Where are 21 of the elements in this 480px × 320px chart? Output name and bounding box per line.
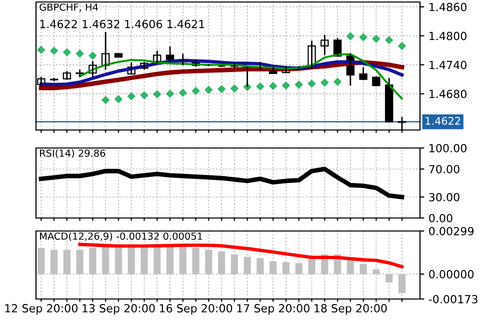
y-tick-label: 30.00 — [429, 192, 460, 202]
y-tick-label: 70.00 — [429, 164, 460, 174]
y-tick-label: 0.00 — [429, 214, 452, 222]
x-tick-label: 12 Sep 20:00 — [5, 304, 78, 315]
annotation: 1.4622 1.4632 1.4606 1.4621 — [40, 20, 204, 28]
x-tick-label: 18 Sep 20:00 — [314, 304, 387, 315]
y-tick-label: 1.4740 — [430, 60, 466, 70]
y-tick-label: 0.00299 — [429, 226, 474, 236]
y-tick-label: 100.00 — [430, 144, 466, 152]
y-tick-label: 1.4680 — [430, 90, 466, 98]
x-tick-label: 13 Sep 20:00 — [82, 304, 155, 315]
y-tick-label: 1.4860 — [430, 2, 466, 12]
ref-line-label: 1.4622 — [426, 116, 460, 125]
y-tick-label: 1.4800 — [430, 32, 466, 40]
chart-title: RSI(14) 29.86 — [40, 149, 106, 158]
y-tick-label: -0.00173 — [428, 294, 478, 304]
chart-title: GBPCHF, H4 — [40, 3, 98, 12]
y-tick-label: 0.00000 — [429, 270, 474, 278]
x-tick-label: 16 Sep 20:00 — [160, 304, 232, 315]
chart-title: MACD(12,26,9) -0.00132 0.00051 — [40, 232, 202, 241]
x-tick-label: 17 Sep 20:00 — [237, 304, 310, 315]
